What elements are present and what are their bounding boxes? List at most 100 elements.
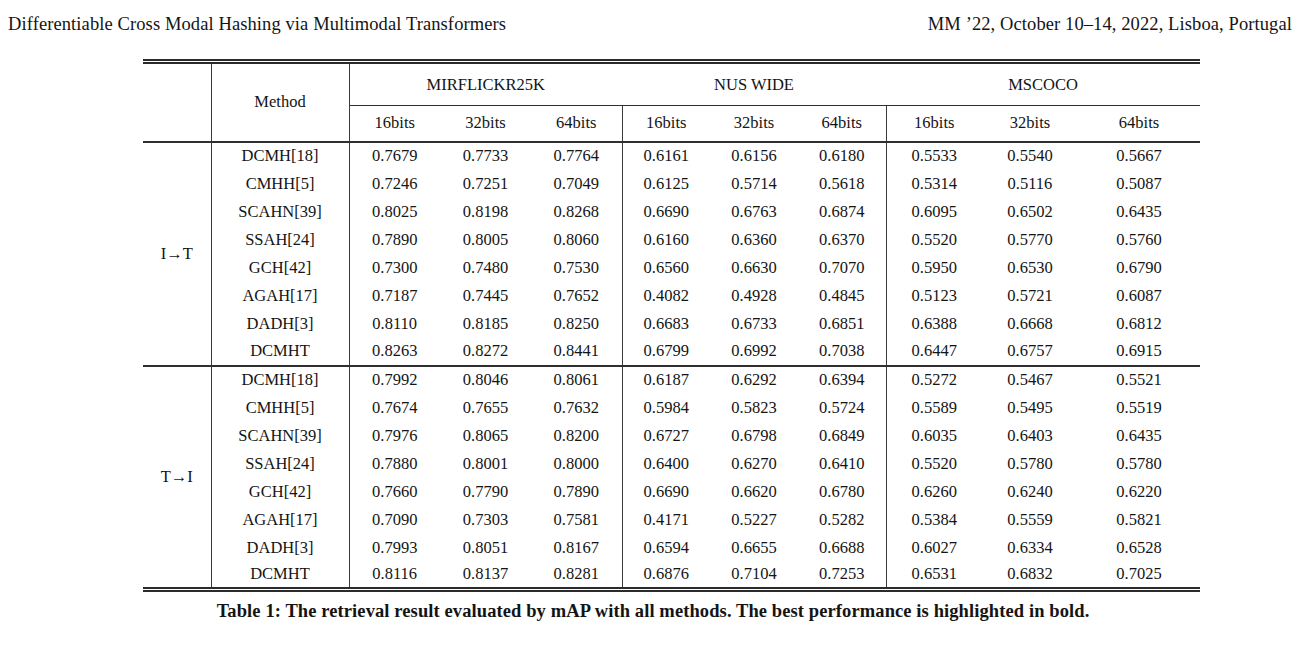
map-value-cell: 0.6035 (886, 422, 982, 450)
dataset-header-mirflickr25k: MIRFLICKR25K (349, 62, 622, 106)
map-value-cell: 0.7070 (798, 254, 886, 282)
map-value-cell: 0.6125 (622, 170, 710, 198)
map-value-cell: 0.5780 (1078, 450, 1200, 478)
table-row: DCMHT0.81160.81370.82810.68760.71040.725… (143, 562, 1200, 590)
map-value-cell: 0.7025 (1078, 562, 1200, 590)
map-value-cell: 0.5770 (982, 226, 1078, 254)
map-value-cell: 0.7890 (531, 478, 622, 506)
map-value-cell: 0.6799 (622, 338, 710, 366)
method-cell: CMHH[5] (211, 394, 349, 422)
table-row: I→TDCMH[18]0.76790.77330.77640.61610.615… (143, 142, 1200, 170)
map-value-cell: 0.5760 (1078, 226, 1200, 254)
map-value-cell: 0.6655 (710, 534, 798, 562)
map-value-cell: 0.5724 (798, 394, 886, 422)
method-cell: DADH[3] (211, 310, 349, 338)
table-row: SCAHN[39]0.79760.80650.82000.67270.67980… (143, 422, 1200, 450)
table-row: T→IDCMH[18]0.79920.80460.80610.61870.629… (143, 366, 1200, 394)
map-value-cell: 0.7581 (531, 506, 622, 534)
map-value-cell: 0.6849 (798, 422, 886, 450)
map-value-cell: 0.6360 (710, 226, 798, 254)
map-value-cell: 0.5950 (886, 254, 982, 282)
map-value-cell: 0.6394 (798, 366, 886, 394)
dataset-header-row: Method MIRFLICKR25K NUS WIDE MSCOCO (143, 62, 1200, 106)
map-value-cell: 0.7104 (710, 562, 798, 590)
map-value-cell: 0.5467 (982, 366, 1078, 394)
map-value-cell: 0.5087 (1078, 170, 1200, 198)
map-value-cell: 0.6240 (982, 478, 1078, 506)
table-row: CMHH[5]0.72460.72510.70490.61250.57140.5… (143, 170, 1200, 198)
table-row: GCH[42]0.73000.74800.75300.65600.66300.7… (143, 254, 1200, 282)
map-value-cell: 0.6733 (710, 310, 798, 338)
map-value-cell: 0.5123 (886, 282, 982, 310)
map-value-cell: 0.7652 (531, 282, 622, 310)
map-value-cell: 0.7480 (440, 254, 531, 282)
method-cell: AGAH[17] (211, 282, 349, 310)
dataset-header-mscoco: MSCOCO (886, 62, 1200, 106)
map-value-cell: 0.5116 (982, 170, 1078, 198)
map-value-cell: 0.5618 (798, 170, 886, 198)
map-value-cell: 0.6690 (622, 478, 710, 506)
conference-info: MM ’22, October 10–14, 2022, Lisboa, Por… (928, 14, 1292, 35)
map-value-cell: 0.8250 (531, 310, 622, 338)
map-value-cell: 0.5520 (886, 226, 982, 254)
map-value-cell: 0.5714 (710, 170, 798, 198)
map-value-cell: 0.8116 (349, 562, 440, 590)
page-header: Differentiable Cross Modal Hashing via M… (0, 0, 1306, 35)
map-value-cell: 0.8268 (531, 198, 622, 226)
method-cell: CMHH[5] (211, 170, 349, 198)
running-title: Differentiable Cross Modal Hashing via M… (8, 14, 506, 35)
bits-header: 32bits (982, 106, 1078, 142)
map-value-cell: 0.8263 (349, 338, 440, 366)
table-row: SCAHN[39]0.80250.81980.82680.66900.67630… (143, 198, 1200, 226)
bits-header: 16bits (349, 106, 440, 142)
map-value-cell: 0.8025 (349, 198, 440, 226)
map-value-cell: 0.8167 (531, 534, 622, 562)
method-cell: GCH[42] (211, 478, 349, 506)
map-value-cell: 0.6528 (1078, 534, 1200, 562)
map-value-cell: 0.7090 (349, 506, 440, 534)
map-value-cell: 0.5533 (886, 142, 982, 170)
method-cell: SCAHN[39] (211, 198, 349, 226)
map-value-cell: 0.5559 (982, 506, 1078, 534)
map-value-cell: 0.7993 (349, 534, 440, 562)
map-value-cell: 0.7253 (798, 562, 886, 590)
bits-header: 32bits (440, 106, 531, 142)
map-value-cell: 0.6876 (622, 562, 710, 590)
map-value-cell: 0.6812 (1078, 310, 1200, 338)
map-value-cell: 0.6530 (982, 254, 1078, 282)
map-value-cell: 0.5667 (1078, 142, 1200, 170)
map-value-cell: 0.6400 (622, 450, 710, 478)
map-value-cell: 0.8441 (531, 338, 622, 366)
map-value-cell: 0.7660 (349, 478, 440, 506)
map-value-cell: 0.8051 (440, 534, 531, 562)
map-value-cell: 0.6683 (622, 310, 710, 338)
table-header: Method MIRFLICKR25K NUS WIDE MSCOCO 16bi… (143, 62, 1200, 142)
map-value-cell: 0.7303 (440, 506, 531, 534)
map-value-cell: 0.5519 (1078, 394, 1200, 422)
map-value-cell: 0.6410 (798, 450, 886, 478)
map-value-cell: 0.8060 (531, 226, 622, 254)
map-value-cell: 0.7764 (531, 142, 622, 170)
map-value-cell: 0.8000 (531, 450, 622, 478)
map-value-cell: 0.6087 (1078, 282, 1200, 310)
map-value-cell: 0.8198 (440, 198, 531, 226)
map-value-cell: 0.7632 (531, 394, 622, 422)
map-value-cell: 0.6292 (710, 366, 798, 394)
map-value-cell: 0.6688 (798, 534, 886, 562)
map-value-cell: 0.6594 (622, 534, 710, 562)
map-value-cell: 0.4082 (622, 282, 710, 310)
map-value-cell: 0.5821 (1078, 506, 1200, 534)
map-value-cell: 0.6874 (798, 198, 886, 226)
map-value-cell: 0.5823 (710, 394, 798, 422)
map-value-cell: 0.6798 (710, 422, 798, 450)
map-value-cell: 0.8065 (440, 422, 531, 450)
map-value-cell: 0.7049 (531, 170, 622, 198)
map-value-cell: 0.7251 (440, 170, 531, 198)
map-value-cell: 0.8281 (531, 562, 622, 590)
map-value-cell: 0.5721 (982, 282, 1078, 310)
map-value-cell: 0.6690 (622, 198, 710, 226)
map-value-cell: 0.6780 (798, 478, 886, 506)
map-value-cell: 0.5780 (982, 450, 1078, 478)
map-value-cell: 0.7880 (349, 450, 440, 478)
map-value-cell: 0.8272 (440, 338, 531, 366)
